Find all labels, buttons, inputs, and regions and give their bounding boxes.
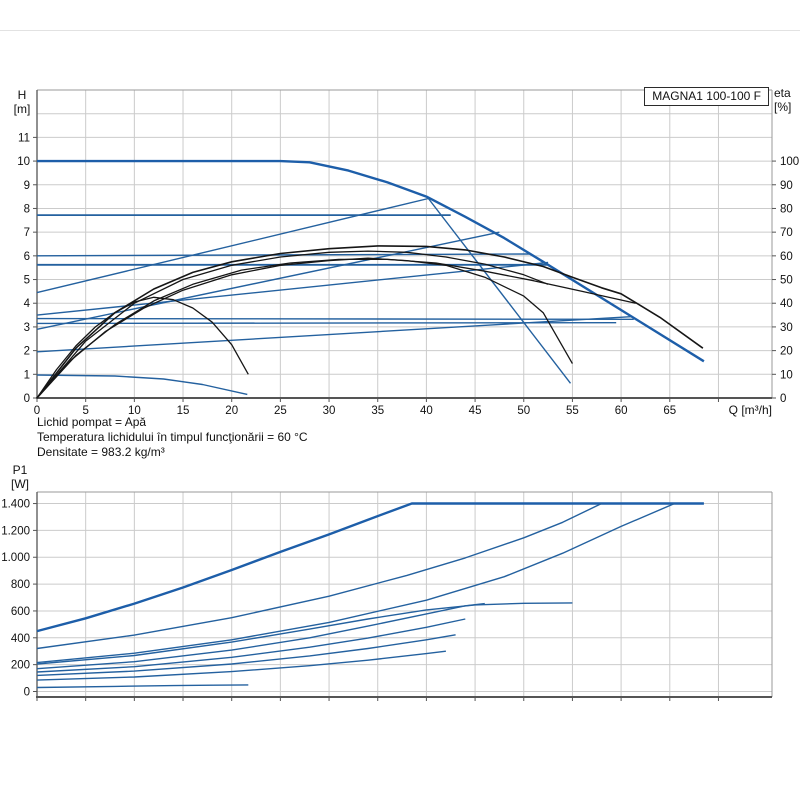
curve-p1-min-speed bbox=[36, 684, 249, 689]
curve-eta-curve-4 bbox=[36, 258, 636, 399]
curve-series bbox=[36, 159, 705, 399]
h-axis-label-unit: [m] bbox=[13, 102, 31, 116]
page-top-divider bbox=[0, 30, 800, 31]
eta-tick-label: 50 bbox=[780, 275, 793, 287]
eta-tick-label: 20 bbox=[780, 346, 793, 358]
h-axis-label-symbol: H bbox=[17, 88, 27, 102]
y-tick-label: 1 bbox=[24, 369, 30, 381]
curve-eta-max-speed bbox=[36, 245, 704, 399]
p1-axis-label: P1 [W] bbox=[6, 463, 34, 491]
y-tick-label: 10 bbox=[17, 156, 30, 168]
curve-p1-max-speed bbox=[36, 502, 704, 633]
curve-p1-curve-c bbox=[36, 602, 573, 665]
eta-tick-label: 40 bbox=[780, 298, 793, 310]
curve-p1-curve-g bbox=[36, 650, 446, 681]
y-tick-label: 11 bbox=[18, 132, 30, 144]
axis-ticks-and-labels: 0 200 400 600 800 1.000 1.200 1.400 bbox=[1, 499, 719, 701]
curve-eta-curve-3 bbox=[36, 250, 549, 399]
liquid-notes: Lichid pompat = Apă Temperatura lichidul… bbox=[37, 415, 308, 460]
curve-prop-pressure-d bbox=[36, 316, 631, 353]
y-tick-label: 1.200 bbox=[1, 525, 30, 537]
note-liquid-temperature: Temperatura lichidului în timpul funcţio… bbox=[37, 430, 308, 444]
eta-tick-label: 0 bbox=[780, 393, 786, 405]
note-pumped-liquid: Lichid pompat = Apă bbox=[37, 415, 147, 429]
curve-p1-curve-b bbox=[36, 502, 675, 664]
chart-power: 0 200 400 600 800 1.000 1.200 1.400 bbox=[1, 491, 773, 701]
eta-tick-label: 100 bbox=[780, 156, 799, 168]
x-tick-label: 20 bbox=[225, 405, 238, 417]
y-tick-label: 600 bbox=[11, 606, 30, 618]
note-density: Densitate = 983.2 kg/m³ bbox=[37, 445, 165, 459]
y-tick-label: 6 bbox=[24, 251, 30, 263]
vertical-gridlines bbox=[85, 90, 719, 398]
eta-tick-label: 60 bbox=[780, 251, 793, 263]
y-tick-label: 5 bbox=[24, 275, 30, 287]
y-tick-label: 200 bbox=[11, 660, 30, 672]
eta-tick-label: 90 bbox=[780, 180, 793, 192]
eta-tick-label: 80 bbox=[780, 203, 793, 215]
curve-p1-curve-f bbox=[36, 634, 456, 677]
y-tick-label: 9 bbox=[24, 180, 30, 192]
y-tick-label: 1.400 bbox=[1, 499, 30, 511]
curve-eta-min-speed bbox=[36, 296, 249, 399]
eta-axis-label-symbol: eta bbox=[774, 86, 791, 100]
y-tick-label: 0 bbox=[24, 393, 30, 405]
curve-p1-curve-e bbox=[36, 618, 466, 673]
y-tick-label: 3 bbox=[24, 322, 30, 334]
eta-tick-label: 10 bbox=[780, 369, 793, 381]
curve-const-pressure-6.0 bbox=[36, 253, 530, 257]
y-tick-label: 8 bbox=[24, 203, 30, 215]
eta-tick-label: 30 bbox=[780, 322, 793, 334]
x-tick-label: 45 bbox=[469, 405, 482, 417]
y-tick-label: 400 bbox=[11, 633, 30, 645]
plot-frame bbox=[36, 491, 773, 698]
curve-steep-duty-line bbox=[427, 198, 572, 384]
p1-axis-label-symbol: P1 bbox=[12, 463, 28, 477]
pump-model-badge: MAGNA1 100-100 F bbox=[644, 87, 769, 106]
eta-tick-label: 70 bbox=[780, 227, 793, 239]
x-tick-label: 0 bbox=[34, 405, 40, 417]
curve-prop-pressure-c bbox=[36, 261, 549, 316]
h-axis-label: H [m] bbox=[8, 88, 36, 116]
curve-eta-curve-5 bbox=[36, 257, 573, 399]
x-tick-label: 30 bbox=[323, 405, 336, 417]
plot-frame bbox=[36, 89, 773, 399]
y-tick-label: 4 bbox=[24, 298, 31, 310]
curve-min-speed-head-curve bbox=[36, 374, 248, 396]
y-tick-label: 1.000 bbox=[1, 552, 30, 564]
y-tick-label: 0 bbox=[24, 686, 30, 698]
x-tick-label: 50 bbox=[517, 405, 530, 417]
eta-axis-label-unit: [%] bbox=[774, 100, 792, 114]
y-tick-label: 2 bbox=[24, 346, 30, 358]
curve-p1-curve-d bbox=[36, 602, 485, 670]
x-tick-label: 55 bbox=[566, 405, 579, 417]
x-tick-label: 10 bbox=[128, 405, 141, 417]
y-tick-label: 800 bbox=[11, 579, 30, 591]
p1-axis-label-unit: [W] bbox=[11, 477, 29, 491]
curve-const-pressure-3.35 bbox=[36, 317, 634, 320]
x-tick-label: 40 bbox=[420, 405, 433, 417]
vertical-gridlines bbox=[85, 492, 719, 697]
x-tick-label: 5 bbox=[82, 405, 88, 417]
x-tick-label: 60 bbox=[615, 405, 628, 417]
curve-series bbox=[36, 502, 704, 689]
horizontal-gridlines bbox=[37, 503, 772, 692]
y-tick-label: 7 bbox=[24, 227, 30, 239]
x-tick-label: 25 bbox=[274, 405, 287, 417]
curve-max-speed-head-curve bbox=[37, 159, 705, 363]
curve-prop-pressure-a bbox=[36, 197, 429, 294]
x-tick-label: 15 bbox=[177, 405, 190, 417]
eta-axis-label: eta [%] bbox=[774, 86, 800, 114]
x-tick-label: 35 bbox=[371, 405, 384, 417]
x-tick-label: 65 bbox=[663, 405, 676, 417]
curve-p1-curve-a bbox=[36, 502, 602, 650]
q-axis-label: Q [m³/h] bbox=[728, 403, 772, 417]
